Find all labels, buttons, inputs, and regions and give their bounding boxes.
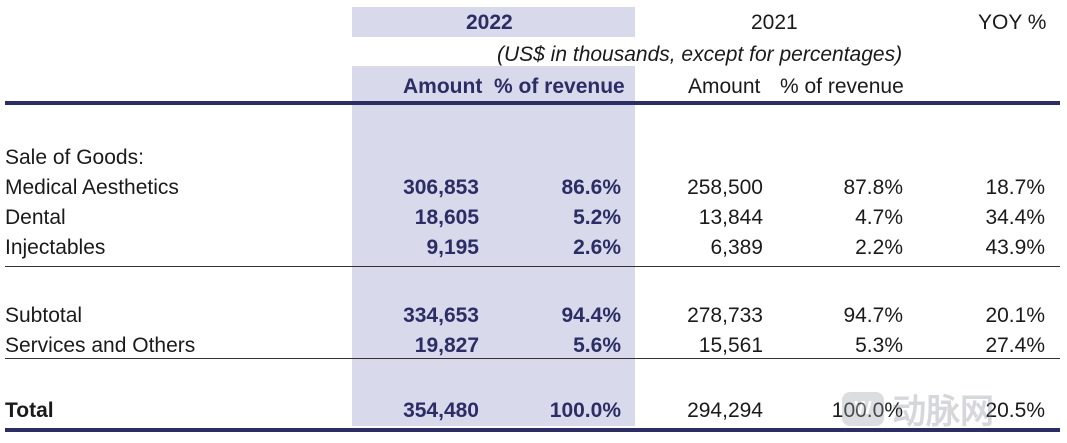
footer-rule bbox=[5, 428, 1060, 432]
cell-pct-2021: 2.2% bbox=[855, 236, 903, 259]
current-year-column-band bbox=[352, 66, 635, 426]
cell-amount-2022: 18,605 bbox=[414, 206, 479, 229]
header-pct-revenue-2021: % of revenue bbox=[780, 75, 904, 98]
header-year-2021: 2021 bbox=[751, 11, 798, 34]
cell-yoy: 18.7% bbox=[985, 176, 1045, 199]
header-amount-2022: Amount bbox=[403, 75, 483, 98]
cell-pct-2021: 94.7% bbox=[843, 304, 903, 327]
cell-pct-2022: 5.2% bbox=[573, 206, 621, 229]
cell-amount-2022: 19,827 bbox=[414, 334, 479, 357]
header-units-note: (US$ in thousands, except for percentage… bbox=[497, 43, 903, 66]
cell-yoy: 27.4% bbox=[985, 334, 1045, 357]
cell-amount-2021: 278,733 bbox=[687, 304, 763, 327]
cell-yoy: 20.1% bbox=[985, 304, 1045, 327]
cell-amount-2021: 258,500 bbox=[687, 176, 763, 199]
watermark-text: 动脉网 bbox=[892, 392, 994, 432]
row-label: Total bbox=[5, 399, 54, 422]
row-label: Dental bbox=[5, 206, 66, 229]
cell-pct-2021: 4.7% bbox=[855, 206, 903, 229]
cell-amount-2022: 306,853 bbox=[403, 176, 479, 199]
row-label: Services and Others bbox=[5, 334, 196, 357]
current-year-header-band bbox=[352, 7, 635, 37]
row-label: Medical Aesthetics bbox=[5, 176, 179, 199]
header-year-2022: 2022 bbox=[466, 11, 513, 34]
header-rule bbox=[5, 101, 1060, 105]
row-label: Injectables bbox=[5, 236, 106, 259]
cell-pct-2021: 87.8% bbox=[843, 176, 903, 199]
cell-yoy: 43.9% bbox=[985, 236, 1045, 259]
header-amount-2021: Amount bbox=[688, 75, 761, 98]
divider bbox=[5, 266, 1060, 267]
cell-pct-2022: 94.4% bbox=[561, 304, 621, 327]
row-label: Subtotal bbox=[5, 304, 83, 327]
divider bbox=[5, 358, 1060, 359]
cell-pct-2022: 86.6% bbox=[561, 176, 621, 199]
cell-pct-2022: 100.0% bbox=[549, 399, 621, 422]
cell-amount-2022: 334,653 bbox=[403, 304, 479, 327]
header-yoy: YOY % bbox=[978, 11, 1047, 34]
header-pct-revenue-2022: % of revenue bbox=[494, 75, 625, 98]
section-label-sale-of-goods: Sale of Goods: bbox=[5, 146, 144, 169]
brand-logo-icon: W bbox=[842, 391, 884, 426]
cell-pct-2021: 5.3% bbox=[855, 334, 903, 357]
cell-pct-2021: 100.0% bbox=[832, 398, 903, 424]
cell-pct-2022: 5.6% bbox=[573, 334, 621, 357]
cell-amount-2021: 13,844 bbox=[698, 206, 763, 229]
cell-pct-2022: 2.6% bbox=[573, 236, 621, 259]
watermark: W 动脉网 bbox=[842, 384, 994, 433]
cell-yoy: 20.5% bbox=[985, 399, 1045, 422]
cell-amount-2021: 6,389 bbox=[710, 236, 763, 259]
cell-amount-2021: 294,294 bbox=[687, 399, 763, 422]
cell-yoy: 34.4% bbox=[985, 206, 1045, 229]
cell-amount-2022: 354,480 bbox=[403, 399, 479, 422]
cell-amount-2022: 9,195 bbox=[426, 236, 479, 259]
cell-amount-2021: 15,561 bbox=[698, 334, 763, 357]
